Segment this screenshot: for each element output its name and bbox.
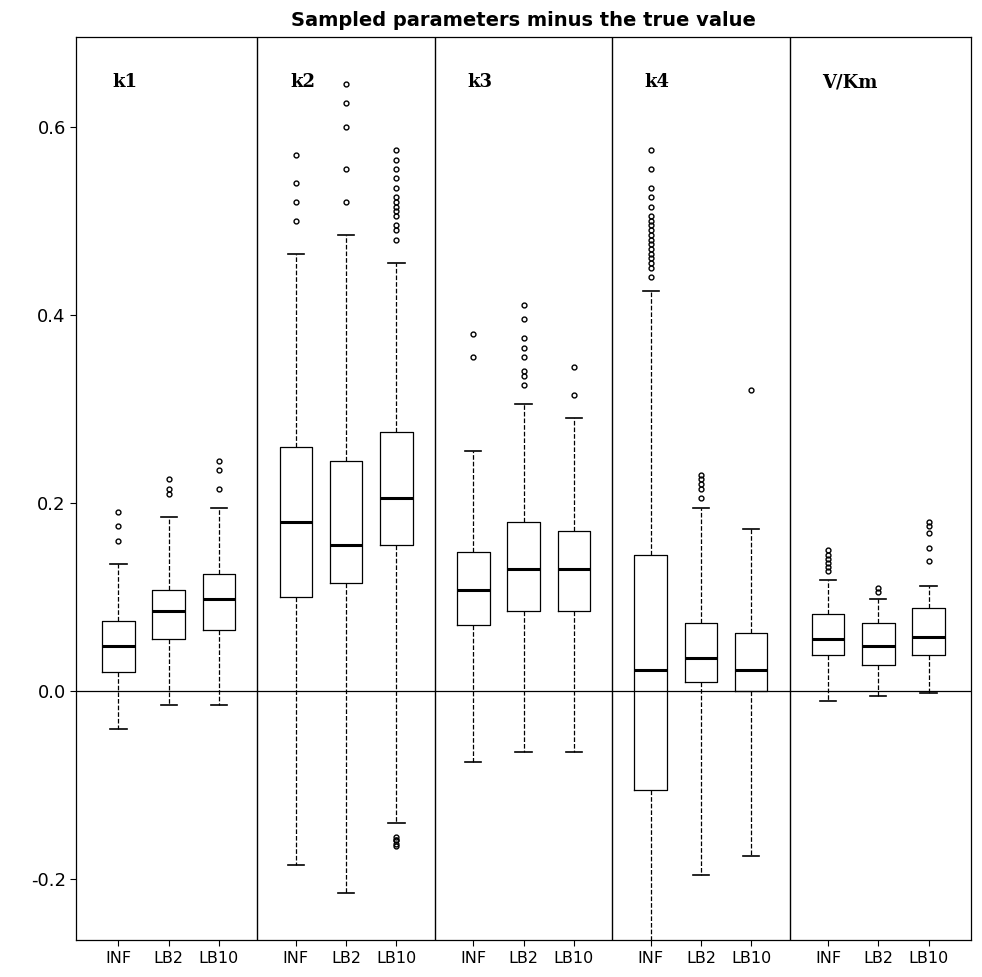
Text: k3: k3 [467,73,492,92]
Text: k1: k1 [113,73,137,92]
Title: Sampled parameters minus the true value: Sampled parameters minus the true value [291,11,756,30]
Text: V/Km: V/Km [822,73,878,92]
Text: k2: k2 [290,73,315,92]
Text: k4: k4 [645,73,670,92]
